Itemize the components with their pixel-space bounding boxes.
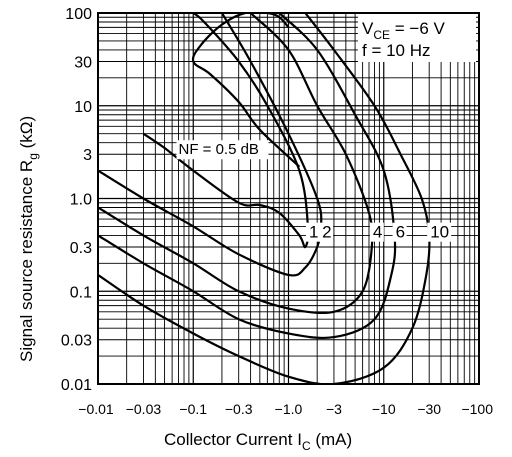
- y-tick-label: 0.01: [61, 377, 92, 394]
- curve-label: 6: [396, 223, 405, 242]
- curve-label-backdrop: [319, 222, 334, 242]
- nf-curve-1: [142, 13, 310, 249]
- noise-figure-curves: [98, 13, 431, 384]
- x-tick-label: −0.1: [179, 401, 207, 417]
- y-tick-label: 1.0: [70, 192, 92, 209]
- y-axis-label: Signal source resistance Rg (kΩ): [17, 116, 40, 362]
- x-tick-label: −10: [372, 401, 396, 417]
- y-tick-label: 0.03: [61, 333, 92, 350]
- curve-label-backdrop: [392, 222, 407, 242]
- curve-label-backdrop: [369, 222, 384, 242]
- plot-frame: [97, 12, 480, 385]
- x-tick-label: −100: [461, 401, 493, 417]
- x-axis-label: Collector Current IC (mA): [164, 430, 352, 453]
- curve-label: 1: [309, 223, 318, 242]
- x-tick-label: −3: [326, 401, 342, 417]
- nf-curve-2: [98, 13, 323, 277]
- x-tick-label: −0.3: [225, 401, 253, 417]
- vce-annotation: VCE = −6 V: [362, 19, 445, 42]
- nf-label-backdrop: [176, 140, 269, 160]
- x-tick-label: −0.03: [126, 401, 162, 417]
- x-tick-labels: −0.01 −0.03 −0.1 −0.3 −1.0 −3 −10 −30 −100: [78, 401, 493, 417]
- curve-label: NF = 0.5 dB: [178, 141, 258, 158]
- x-tick-label: −0.01: [78, 401, 114, 417]
- curve-label: 2: [322, 223, 331, 242]
- curve-labels: NF = 0.5 dB 1 2 4 6 10: [176, 140, 452, 242]
- y-tick-label: 0.3: [70, 240, 92, 257]
- nf-curve-6: [98, 13, 397, 340]
- curve-label: 10: [430, 223, 449, 242]
- nf-curve-10: [98, 13, 431, 384]
- nf-curve-4: [98, 13, 374, 315]
- y-tick-label: 0.1: [70, 284, 92, 301]
- frequency-annotation: f = 10 Hz: [362, 41, 431, 60]
- annotation-backdrop: [358, 14, 476, 62]
- curve-label: 4: [373, 223, 382, 242]
- x-tick-label: −1.0: [275, 401, 303, 417]
- y-tick-label: 10: [74, 99, 92, 116]
- y-tick-label: 100: [65, 6, 92, 23]
- y-tick-label: 3: [83, 147, 92, 164]
- y-tick-label: 30: [74, 54, 92, 71]
- x-tick-label: −30: [417, 401, 441, 417]
- curve-label-backdrop: [427, 222, 452, 242]
- curve-label-backdrop: [305, 222, 320, 242]
- y-tick-labels: 100 30 10 3 1.0 0.3 0.1 0.03 0.01: [61, 6, 92, 394]
